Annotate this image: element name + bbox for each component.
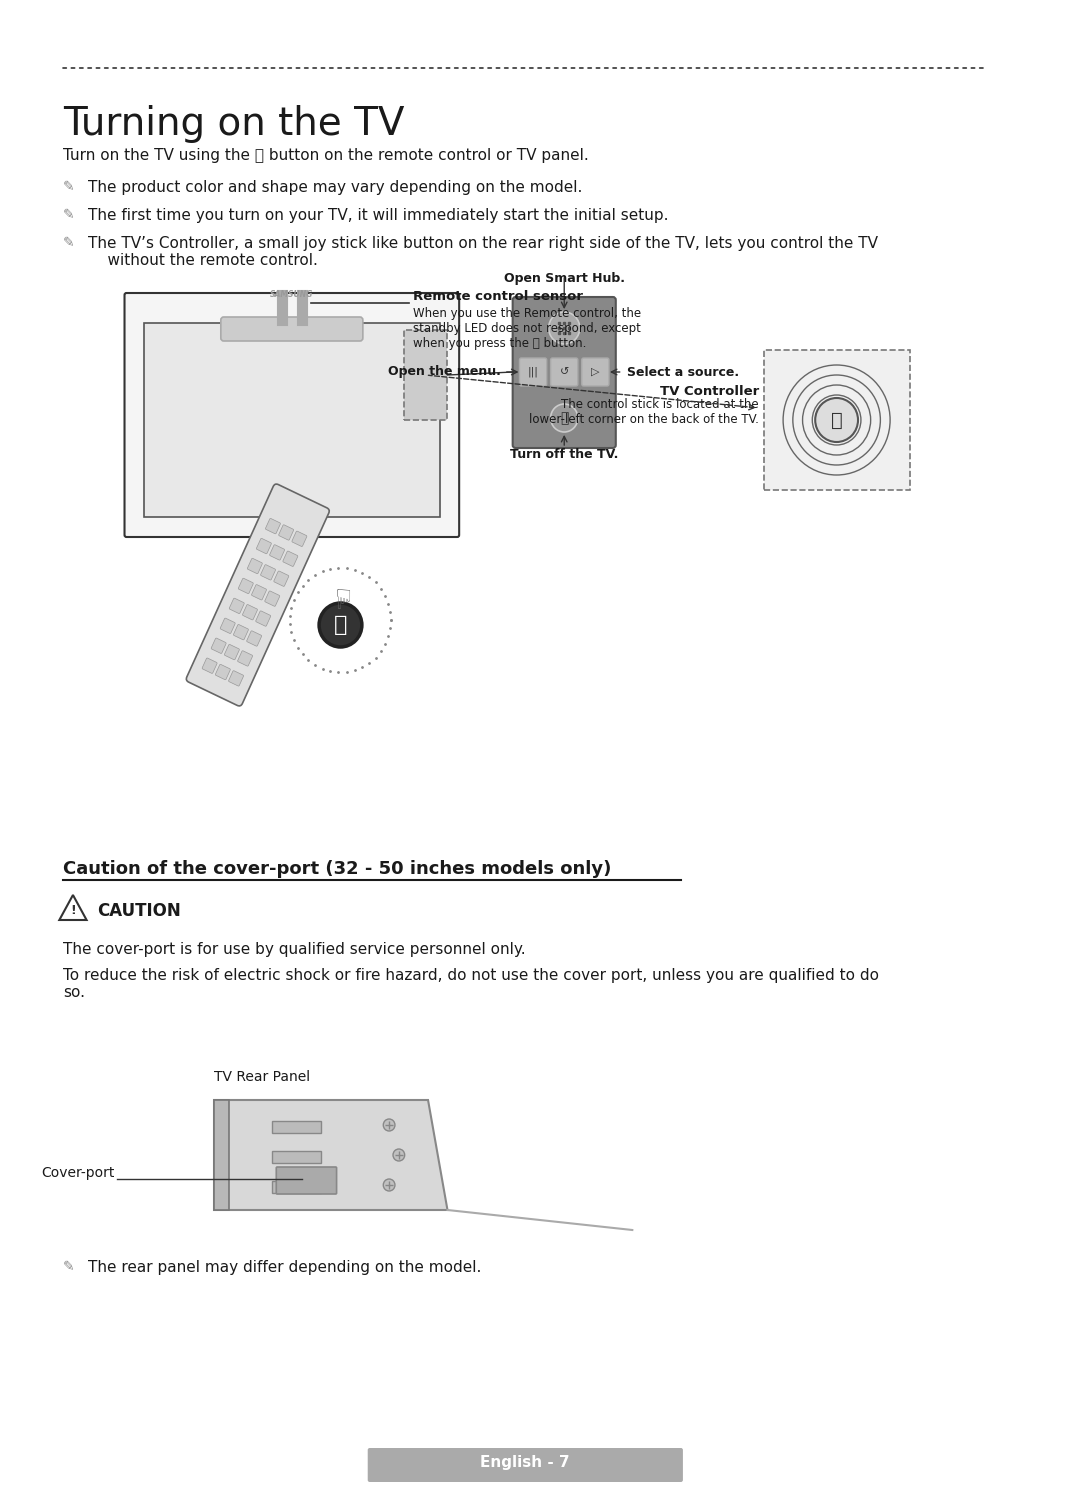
Text: ✎: ✎ [64, 1259, 75, 1274]
Text: ✎: ✎ [64, 179, 75, 194]
FancyBboxPatch shape [246, 630, 261, 647]
Circle shape [319, 604, 362, 647]
FancyBboxPatch shape [519, 359, 546, 385]
FancyBboxPatch shape [212, 638, 226, 653]
Text: The rear panel may differ depending on the model.: The rear panel may differ depending on t… [87, 1259, 481, 1274]
FancyBboxPatch shape [265, 592, 280, 607]
Text: To reduce the risk of electric shock or fire hazard, do not use the cover port, : To reduce the risk of electric shock or … [64, 968, 879, 1001]
Circle shape [383, 1179, 395, 1191]
Text: !: ! [70, 904, 76, 916]
FancyBboxPatch shape [256, 611, 271, 626]
Text: Remote control sensor: Remote control sensor [414, 290, 583, 303]
Circle shape [393, 1149, 405, 1161]
Polygon shape [214, 1100, 447, 1210]
Circle shape [551, 403, 578, 432]
Text: ⏻: ⏻ [561, 411, 568, 424]
FancyBboxPatch shape [225, 644, 240, 660]
Text: When you use the Remote control, the
standby LED does not respond, except
when y: When you use the Remote control, the sta… [414, 306, 642, 350]
Text: Caution of the cover-port (32 - 50 inches models only): Caution of the cover-port (32 - 50 inche… [64, 861, 611, 878]
Text: English - 7: English - 7 [481, 1455, 570, 1470]
Text: Open the menu.: Open the menu. [388, 366, 501, 378]
FancyBboxPatch shape [124, 293, 459, 536]
FancyBboxPatch shape [247, 559, 262, 574]
FancyBboxPatch shape [239, 578, 254, 593]
FancyBboxPatch shape [256, 538, 271, 554]
FancyBboxPatch shape [266, 518, 281, 533]
Text: SAMSUNG: SAMSUNG [270, 290, 313, 299]
FancyBboxPatch shape [187, 484, 329, 707]
Text: The control stick is located at the
lower-left corner on the back of the TV.: The control stick is located at the lowe… [529, 397, 759, 426]
Bar [272, 1150, 321, 1162]
FancyBboxPatch shape [276, 1167, 337, 1194]
FancyBboxPatch shape [582, 359, 609, 385]
Polygon shape [59, 895, 86, 920]
FancyBboxPatch shape [367, 1448, 683, 1482]
Text: Cover-port: Cover-port [41, 1165, 114, 1180]
FancyBboxPatch shape [252, 584, 267, 601]
FancyBboxPatch shape [513, 297, 616, 448]
FancyBboxPatch shape [229, 671, 244, 686]
Text: ✎: ✎ [64, 208, 75, 223]
Text: ⏻: ⏻ [831, 411, 842, 429]
Text: Turning on the TV: Turning on the TV [64, 105, 405, 143]
Text: TV Rear Panel: TV Rear Panel [214, 1070, 310, 1085]
Bar [272, 1120, 321, 1132]
Text: |||: ||| [528, 366, 539, 378]
Circle shape [549, 312, 580, 344]
Text: The TV’s Controller, a small joy stick like button on the rear right side of the: The TV’s Controller, a small joy stick l… [87, 236, 878, 269]
FancyBboxPatch shape [220, 619, 235, 633]
Text: Turn off the TV.: Turn off the TV. [510, 448, 619, 462]
Text: The cover-port is for use by qualified service personnel only.: The cover-port is for use by qualified s… [64, 943, 526, 958]
Text: ⏻: ⏻ [334, 616, 347, 635]
FancyBboxPatch shape [551, 359, 578, 385]
FancyBboxPatch shape [260, 565, 275, 580]
Text: ✎: ✎ [64, 236, 75, 249]
FancyBboxPatch shape [215, 665, 230, 680]
Bar [144, 323, 440, 517]
Text: CAUTION: CAUTION [97, 902, 181, 920]
Text: ☝: ☝ [332, 581, 349, 610]
Text: ▷: ▷ [591, 368, 599, 376]
Text: ↺: ↺ [559, 368, 569, 376]
Text: The first time you turn on your TV, it will immediately start the initial setup.: The first time you turn on your TV, it w… [87, 208, 669, 223]
FancyBboxPatch shape [229, 598, 244, 614]
Circle shape [815, 397, 858, 442]
FancyBboxPatch shape [202, 657, 217, 674]
Bar [404, 330, 447, 420]
Circle shape [383, 1119, 395, 1131]
FancyBboxPatch shape [279, 524, 294, 541]
FancyBboxPatch shape [220, 317, 363, 341]
FancyBboxPatch shape [292, 532, 307, 547]
FancyBboxPatch shape [233, 624, 248, 639]
Bar [764, 350, 909, 490]
Text: Select a source.: Select a source. [627, 366, 740, 378]
FancyBboxPatch shape [238, 651, 253, 666]
Polygon shape [214, 1100, 229, 1210]
Text: TV Controller: TV Controller [660, 385, 759, 397]
Bar [272, 1180, 321, 1194]
Text: Open Smart Hub.: Open Smart Hub. [503, 272, 624, 285]
Text: The product color and shape may vary depending on the model.: The product color and shape may vary dep… [87, 179, 582, 196]
FancyBboxPatch shape [283, 551, 298, 566]
FancyBboxPatch shape [274, 571, 288, 586]
Text: Turn on the TV using the ⏻ button on the remote control or TV panel.: Turn on the TV using the ⏻ button on the… [64, 148, 589, 163]
FancyBboxPatch shape [243, 605, 257, 620]
FancyBboxPatch shape [270, 545, 285, 560]
